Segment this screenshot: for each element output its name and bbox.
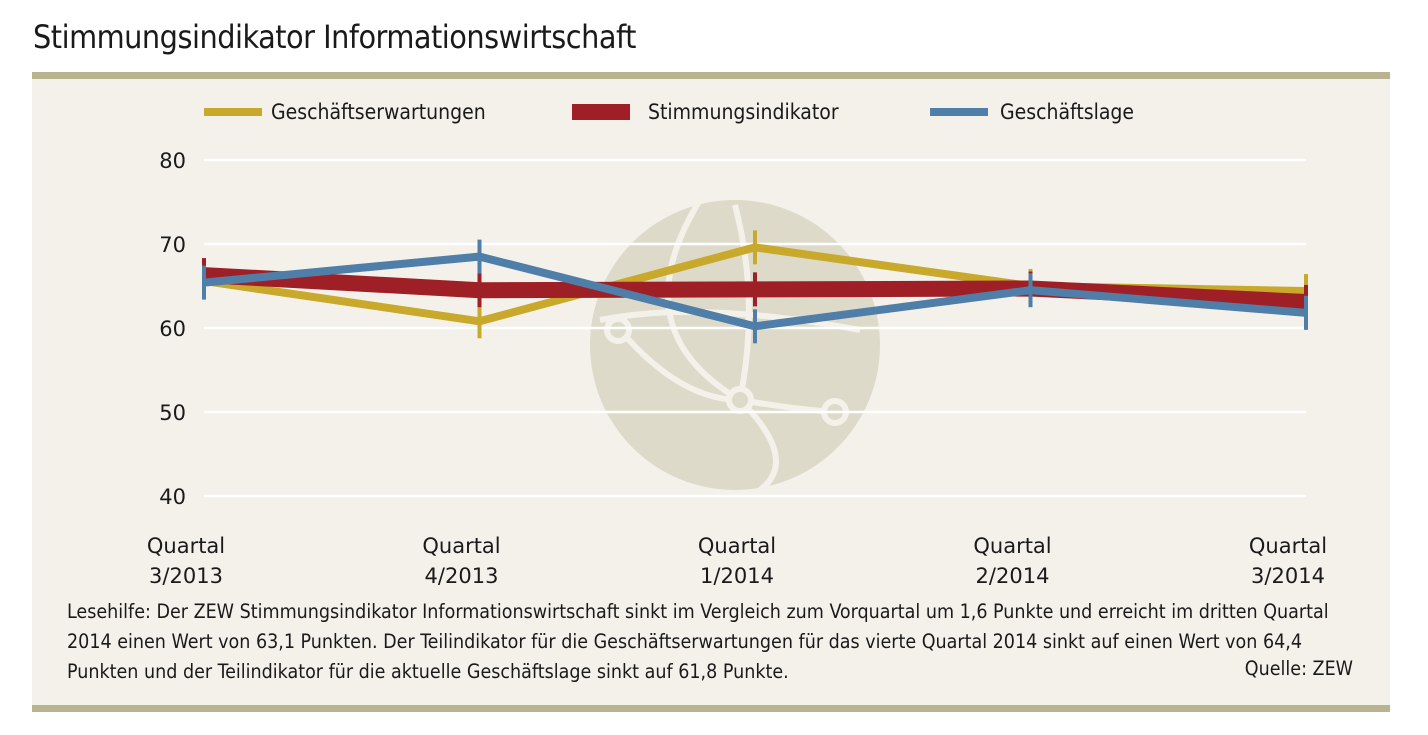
chart-title: Stimmungsindikator Informationswirtschaf…: [33, 18, 636, 56]
reading-aid-text: Lesehilfe: Der ZEW Stimmungsindikator In…: [67, 600, 1329, 683]
y-tick-label: 80: [159, 149, 186, 173]
x-tick-label: 2/2014: [976, 564, 1050, 588]
y-tick-label: 40: [159, 485, 186, 509]
legend-swatch-geschaeftslage: [930, 108, 988, 116]
x-tick-label: 3/2013: [149, 564, 223, 588]
x-tick-label: 1/2014: [700, 564, 774, 588]
legend-label-geschaeftserwartungen: Geschäftserwartungen: [271, 100, 486, 124]
x-tick-label: Quartal: [973, 534, 1051, 558]
source-label: Quelle: ZEW: [1244, 657, 1353, 680]
x-tick-label: Quartal: [1249, 534, 1327, 558]
x-tick-label: 4/2013: [425, 564, 499, 588]
x-tick-label: Quartal: [422, 534, 500, 558]
legend-swatch-geschaeftserwartungen: [204, 108, 262, 116]
y-tick-label: 70: [159, 233, 186, 257]
x-tick-label: Quartal: [698, 534, 776, 558]
x-tick-label: 3/2014: [1251, 564, 1325, 588]
legend-label-stimmungsindikator: Stimmungsindikator: [648, 100, 839, 124]
legend-swatch-stimmungsindikator: [572, 104, 630, 120]
legend-label-geschaeftslage: Geschäftslage: [1000, 100, 1135, 124]
y-tick-label: 60: [159, 317, 186, 341]
y-tick-label: 50: [159, 401, 186, 425]
x-tick-label: Quartal: [147, 534, 225, 558]
